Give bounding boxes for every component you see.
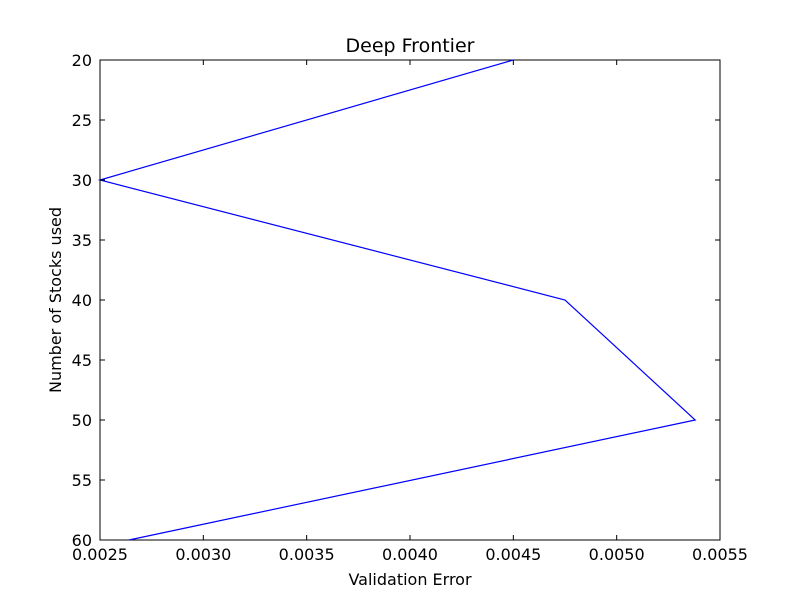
y-tick-label: 20 bbox=[72, 51, 92, 70]
x-tick-label: 0.0035 bbox=[279, 545, 335, 564]
y-tick-label: 35 bbox=[72, 231, 92, 250]
x-tick-label: 0.0030 bbox=[175, 545, 231, 564]
chart-title: Deep Frontier bbox=[346, 35, 475, 57]
x-tick-label: 0.0040 bbox=[382, 545, 438, 564]
y-tick-label: 55 bbox=[72, 471, 92, 490]
y-tick-label: 40 bbox=[72, 291, 92, 310]
x-tick-label: 0.0055 bbox=[692, 545, 748, 564]
y-tick-label: 60 bbox=[72, 531, 92, 550]
y-axis-label: Number of Stocks used bbox=[46, 207, 65, 393]
y-tick-label: 50 bbox=[72, 411, 92, 430]
x-tick-label: 0.0050 bbox=[589, 545, 645, 564]
y-tick-label: 30 bbox=[72, 171, 92, 190]
x-tick-label: 0.0025 bbox=[72, 545, 128, 564]
y-tick-label: 45 bbox=[72, 351, 92, 370]
plot-frame bbox=[99, 59, 721, 541]
x-axis-label: Validation Error bbox=[348, 570, 472, 589]
y-tick-label: 25 bbox=[72, 111, 92, 130]
x-tick-label: 0.0045 bbox=[485, 545, 541, 564]
